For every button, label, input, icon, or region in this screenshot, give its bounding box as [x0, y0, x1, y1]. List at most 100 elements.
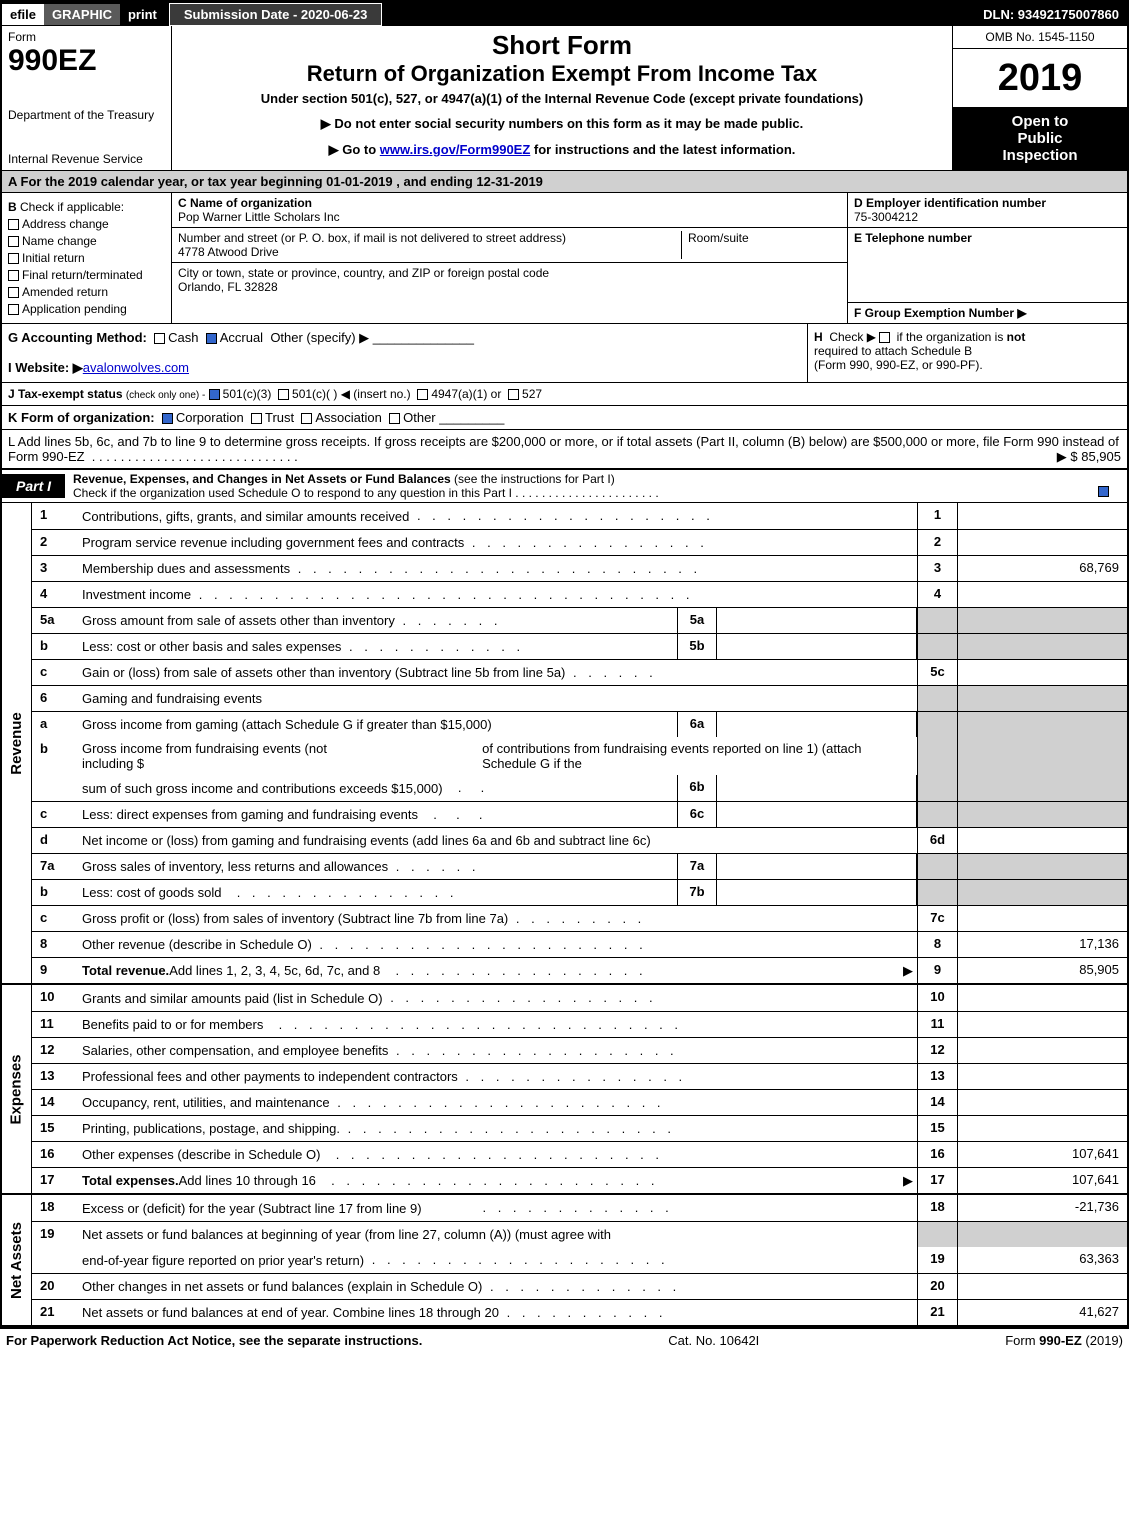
submission-date: Submission Date - 2020-06-23: [169, 3, 383, 26]
line-15-desc: Printing, publications, postage, and shi…: [78, 1116, 917, 1141]
line-8-desc: Other revenue (describe in Schedule O) .…: [78, 932, 917, 957]
checkbox-corp[interactable]: [162, 413, 173, 424]
l-amount: ▶ $ 85,905: [1057, 449, 1121, 465]
line-5c-col: 5c: [917, 660, 957, 685]
h-letter: H: [814, 330, 823, 344]
line-6c: c Less: direct expenses from gaming and …: [32, 801, 1127, 827]
line-18-val: -21,736: [957, 1195, 1127, 1221]
checkbox-address-change[interactable]: [8, 219, 19, 230]
print-button[interactable]: print: [120, 4, 165, 25]
net-assets-label-text: Net Assets: [8, 1222, 25, 1299]
graphic-button[interactable]: GRAPHIC: [44, 4, 120, 25]
line-5c-num: c: [32, 660, 78, 685]
line-1-col: 1: [917, 503, 957, 529]
checkbox-accrual[interactable]: [206, 333, 217, 344]
line-6c-main-shade: [917, 802, 957, 827]
line-6d: d Net income or (loss) from gaming and f…: [32, 827, 1127, 853]
line-21-val: 41,627: [957, 1300, 1127, 1325]
checkbox-part-i-schedule-o[interactable]: [1098, 486, 1109, 497]
checkbox-name-change[interactable]: [8, 236, 19, 247]
checkbox-assoc[interactable]: [301, 413, 312, 424]
line-5b-main-shade: [917, 634, 957, 659]
line-21-desc: Net assets or fund balances at end of ye…: [78, 1300, 917, 1325]
line-14-desc: Occupancy, rent, utilities, and maintena…: [78, 1090, 917, 1115]
line-5a-num: 5a: [32, 608, 78, 633]
section-e: E Telephone number: [848, 228, 1127, 303]
line-14-num: 14: [32, 1090, 78, 1115]
form-ref-pre: Form: [1005, 1333, 1039, 1348]
checkbox-final-return[interactable]: [8, 270, 19, 281]
line-15: 15 Printing, publications, postage, and …: [32, 1115, 1127, 1141]
k-other: Other: [403, 410, 436, 425]
line-19-val-shade: [957, 1222, 1127, 1247]
checkbox-501c[interactable]: [278, 389, 289, 400]
line-13: 13 Professional fees and other payments …: [32, 1063, 1127, 1089]
part-i-label: Part I: [2, 474, 65, 498]
line-17-col: 17: [917, 1168, 957, 1193]
line-6a-val-shade: [957, 712, 1127, 737]
line-6d-desc: Net income or (loss) from gaming and fun…: [78, 828, 917, 853]
form-number: 990EZ: [8, 44, 165, 78]
addr-label: Number and street (or P. O. box, if mail…: [178, 231, 566, 245]
checkbox-application-pending[interactable]: [8, 304, 19, 315]
line-20-desc: Other changes in net assets or fund bala…: [78, 1274, 917, 1299]
line-6-desc: Gaming and fundraising events: [78, 686, 917, 711]
paperwork-notice: For Paperwork Reduction Act Notice, see …: [6, 1333, 422, 1348]
line-3-num: 3: [32, 556, 78, 581]
entity-block: B Check if applicable: Address change Na…: [2, 193, 1127, 324]
open-line2: Public: [957, 130, 1123, 147]
line-6b-subval: [717, 775, 917, 801]
checkbox-amended-return[interactable]: [8, 287, 19, 298]
title-short: Short Form: [180, 30, 944, 61]
section-h: H Check ▶ if the organization is not req…: [807, 324, 1127, 382]
website-link[interactable]: avalonwolves.com: [83, 360, 189, 375]
org-name-cell: C Name of organization Pop Warner Little…: [172, 193, 847, 228]
checkbox-other[interactable]: [389, 413, 400, 424]
part-i-check-text: Check if the organization used Schedule …: [73, 486, 512, 500]
checkbox-4947[interactable]: [417, 389, 428, 400]
line-4: 4 Investment income . . . . . . . . . . …: [32, 581, 1127, 607]
b-item-3: Final return/terminated: [22, 268, 143, 282]
checkbox-trust[interactable]: [251, 413, 262, 424]
checkbox-527[interactable]: [508, 389, 519, 400]
checkbox-initial-return[interactable]: [8, 253, 19, 264]
line-11-col: 11: [917, 1012, 957, 1037]
section-l: L Add lines 5b, 6c, and 7b to line 9 to …: [2, 430, 1127, 470]
line-15-val: [957, 1116, 1127, 1141]
entity-right: D Employer identification number 75-3004…: [847, 193, 1127, 323]
b-item-4: Amended return: [22, 285, 108, 299]
line-4-desc: Investment income . . . . . . . . . . . …: [78, 582, 917, 607]
goto-link[interactable]: www.irs.gov/Form990EZ: [380, 142, 531, 157]
title-sub: Under section 501(c), 527, or 4947(a)(1)…: [180, 91, 944, 106]
section-d: D Employer identification number 75-3004…: [848, 193, 1127, 228]
line-5b-desc: Less: cost or other basis and sales expe…: [78, 634, 677, 659]
line-19-num: 19: [32, 1222, 78, 1247]
line-10-num: 10: [32, 985, 78, 1011]
checkbox-h[interactable]: [879, 332, 890, 343]
line-11-desc: Benefits paid to or for members . . . . …: [78, 1012, 917, 1037]
line-7a: 7a Gross sales of inventory, less return…: [32, 853, 1127, 879]
checkbox-501c3[interactable]: [209, 389, 220, 400]
line-1: 1 Contributions, gifts, grants, and simi…: [32, 503, 1127, 529]
line-18-col: 18: [917, 1195, 957, 1221]
k-assoc: Association: [315, 410, 381, 425]
line-18-desc: Excess or (deficit) for the year (Subtra…: [78, 1195, 917, 1221]
line-19-val: 63,363: [957, 1247, 1127, 1273]
section-g: G Accounting Method: Cash Accrual Other …: [2, 324, 807, 382]
line-9-col: 9: [917, 958, 957, 983]
part-i-title-sub: (see the instructions for Part I): [454, 472, 615, 486]
b-item-2: Initial return: [22, 251, 85, 265]
line-6: 6 Gaming and fundraising events: [32, 685, 1127, 711]
line-4-val: [957, 582, 1127, 607]
h-check-text: Check ▶: [829, 330, 876, 344]
line-7b: b Less: cost of goods sold . . . . . . .…: [32, 879, 1127, 905]
line-6b1-val-shade: [957, 737, 1127, 775]
line-11-num: 11: [32, 1012, 78, 1037]
checkbox-cash[interactable]: [154, 333, 165, 344]
line-11: 11 Benefits paid to or for members . . .…: [32, 1011, 1127, 1037]
line-20-col: 20: [917, 1274, 957, 1299]
h-text2: if the organization is: [897, 330, 1007, 344]
line-1-num: 1: [32, 503, 78, 529]
efile-label: efile: [2, 4, 44, 25]
line-6b-desc3: sum of such gross income and contributio…: [78, 775, 677, 801]
